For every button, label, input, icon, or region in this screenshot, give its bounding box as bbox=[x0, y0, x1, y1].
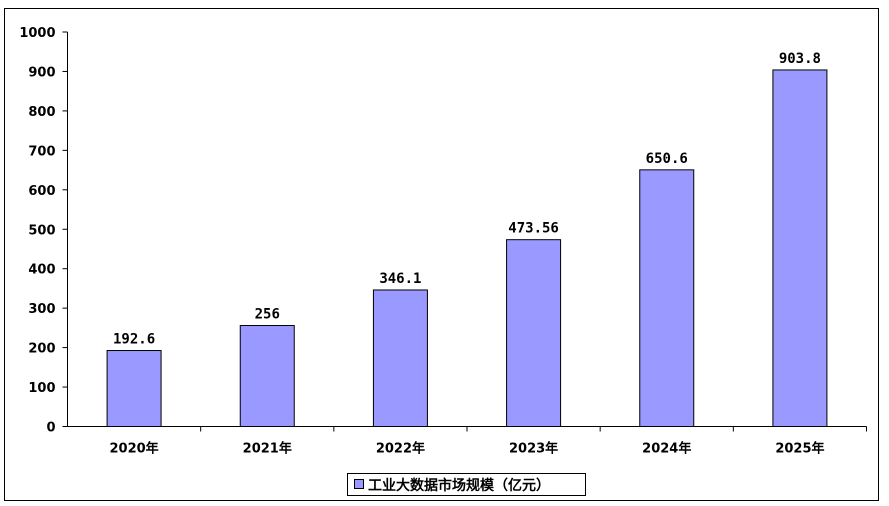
y-axis-ticks: 0 100 200 300 400 500 600 700 800 900 1000 bbox=[19, 26, 68, 436]
data-label-6: 903.8 bbox=[779, 51, 821, 67]
legend-swatch bbox=[354, 479, 364, 489]
data-label-2: 256 bbox=[255, 307, 280, 323]
y-tick-label: 100 bbox=[28, 381, 55, 396]
y-tick-label: 300 bbox=[28, 302, 55, 317]
x-axis-ticks: 2020年 2021年 2022年 2023年 2024年 2025年 bbox=[109, 426, 867, 457]
legend-box bbox=[347, 473, 586, 496]
x-tick-label-6: 2025年 bbox=[775, 441, 824, 457]
data-label-3: 346.1 bbox=[379, 271, 421, 287]
bar-5 bbox=[639, 169, 695, 428]
y-tick-label: 1000 bbox=[19, 26, 55, 41]
y-tick-label: 500 bbox=[28, 223, 55, 238]
y-tick-label: 600 bbox=[28, 184, 55, 199]
data-label-4: 473.56 bbox=[508, 221, 559, 237]
y-tick-label: 400 bbox=[28, 263, 55, 278]
bar-6 bbox=[772, 69, 828, 427]
y-tick-label: 900 bbox=[28, 65, 55, 80]
y-tick-label: 700 bbox=[28, 144, 55, 159]
bar-2 bbox=[239, 325, 295, 427]
y-tick-label: 800 bbox=[28, 105, 55, 120]
data-labels-group: 192.6 256 346.1 473.56 650.6 903.8 bbox=[113, 51, 821, 348]
x-tick-label-1: 2020年 bbox=[109, 441, 158, 457]
data-label-1: 192.6 bbox=[113, 332, 155, 348]
x-tick-label-3: 2022年 bbox=[376, 441, 425, 457]
x-tick-label-4: 2023年 bbox=[509, 441, 558, 457]
legend: 工业大数据市场规模（亿元） bbox=[347, 473, 586, 496]
bars-group bbox=[106, 69, 828, 428]
y-tick-label: 200 bbox=[28, 342, 55, 357]
bar-3 bbox=[372, 289, 428, 428]
x-tick-label-2: 2021年 bbox=[243, 441, 292, 457]
y-tick-label: 0 bbox=[46, 421, 55, 436]
legend-label: 工业大数据市场规模（亿元） bbox=[368, 477, 550, 494]
bar-1 bbox=[106, 350, 162, 427]
bar-4 bbox=[506, 239, 562, 427]
data-label-5: 650.6 bbox=[646, 151, 688, 167]
x-tick-label-5: 2024年 bbox=[642, 441, 691, 457]
